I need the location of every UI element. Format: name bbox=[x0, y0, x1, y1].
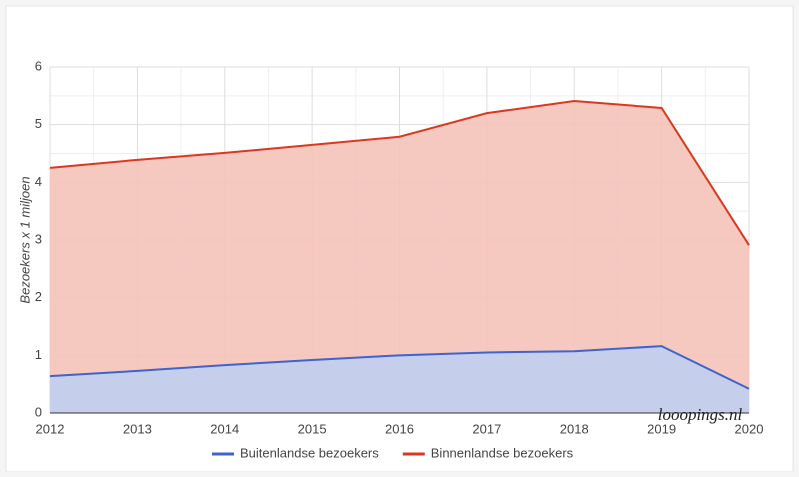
y-tick-label: 4 bbox=[35, 174, 42, 189]
x-tick-label: 2012 bbox=[36, 421, 65, 436]
y-tick-label: 6 bbox=[35, 58, 42, 73]
watermark: looopings.nl bbox=[658, 405, 743, 424]
x-tick-label: 2020 bbox=[735, 421, 764, 436]
x-tick-label: 2017 bbox=[472, 421, 501, 436]
legend-label: Buitenlandse bezoekers bbox=[240, 445, 379, 460]
series-line bbox=[49, 100, 750, 246]
y-tick-label: 5 bbox=[35, 116, 42, 131]
y-tick-label: 1 bbox=[35, 347, 42, 362]
y-tick-label: 0 bbox=[35, 404, 42, 419]
x-tick-label: 2014 bbox=[210, 421, 239, 436]
y-axis-title: Bezoekers x 1 miljoen bbox=[17, 176, 32, 303]
x-tick-label: 2016 bbox=[385, 421, 414, 436]
x-tick-label: 2013 bbox=[123, 421, 152, 436]
area bbox=[50, 346, 749, 413]
legend-label: Binnenlandse bezoekers bbox=[431, 445, 574, 460]
series-line bbox=[49, 345, 750, 390]
x-tick-label: 2019 bbox=[647, 421, 676, 436]
x-tick-label: 2015 bbox=[298, 421, 327, 436]
x-tick-label: 2018 bbox=[560, 421, 589, 436]
area bbox=[50, 101, 749, 414]
y-tick-label: 2 bbox=[35, 289, 42, 304]
y-tick-label: 3 bbox=[35, 231, 42, 246]
